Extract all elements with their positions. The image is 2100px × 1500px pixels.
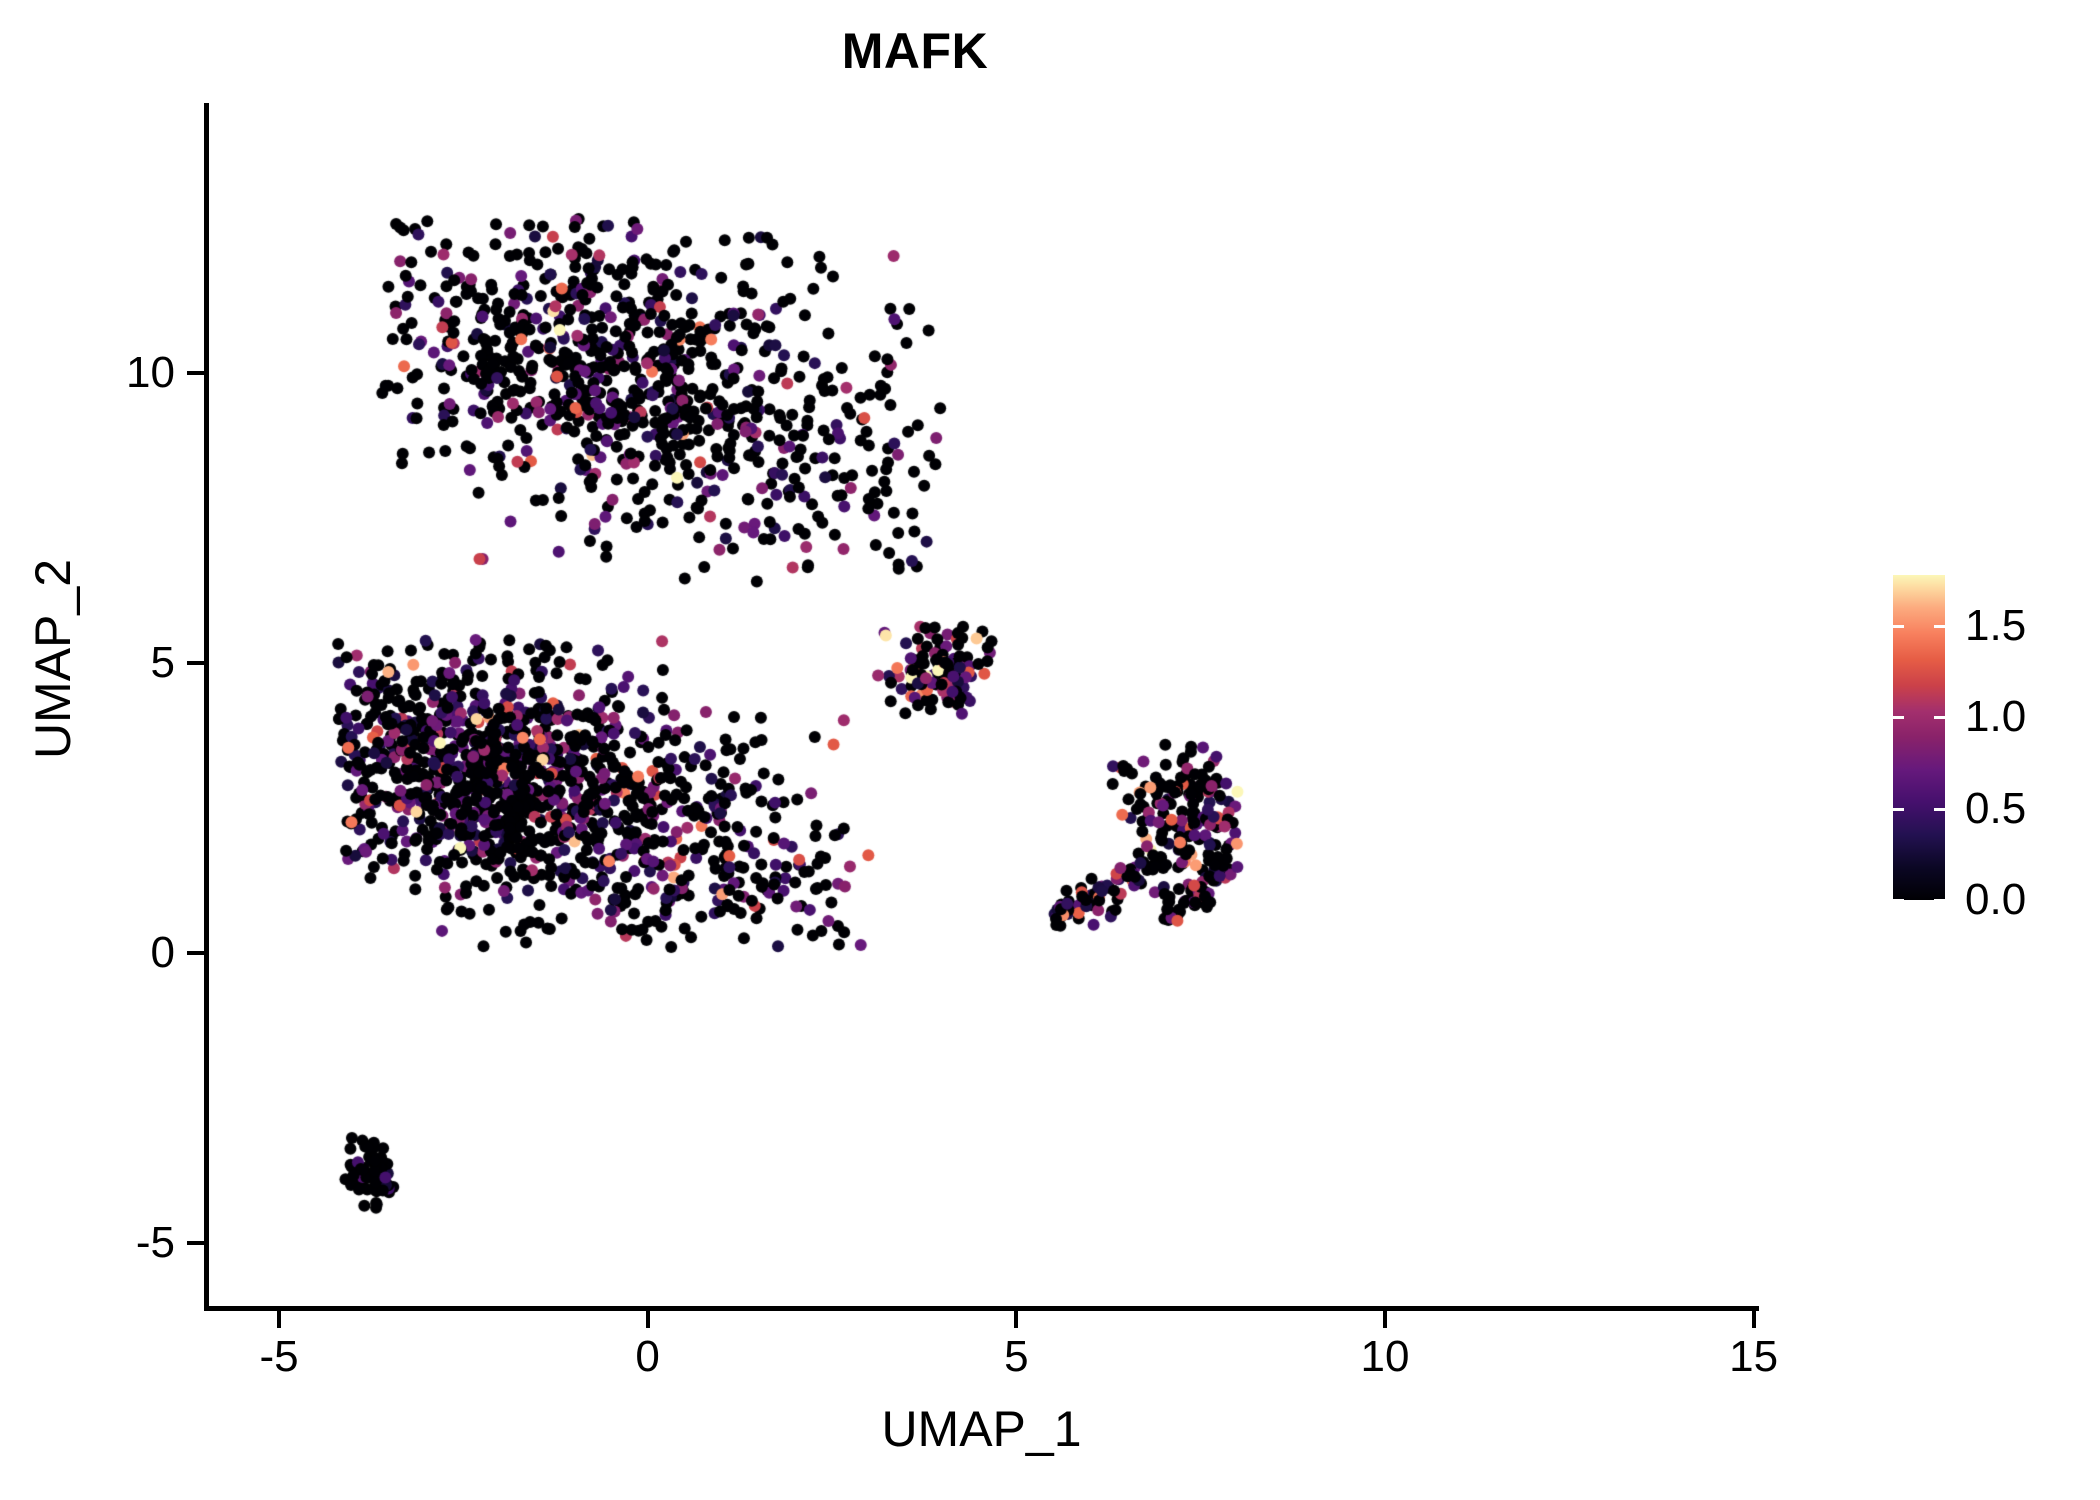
colorbar-tick-mark [1893, 716, 1904, 720]
y-tick-label: -5 [135, 1218, 175, 1267]
x-tick-mark [1383, 1311, 1387, 1328]
x-tick-label: 15 [1729, 1332, 1779, 1381]
colorbar-tick-label: 1.5 [1965, 601, 2027, 651]
x-tick-mark [1014, 1311, 1019, 1328]
colorbar-tick-mark [1893, 625, 1904, 629]
x-tick-mark [277, 1311, 281, 1328]
y-axis-line [204, 103, 209, 1311]
y-tick-mark [187, 661, 204, 665]
x-tick-label: 0 [635, 1332, 660, 1381]
colorbar-tick-mark [1893, 807, 1904, 811]
y-tick-label: 0 [150, 928, 175, 977]
y-tick-mark [187, 371, 204, 375]
colorbar-tick-mark [1934, 625, 1945, 629]
x-tick-mark [645, 1311, 650, 1328]
y-tick-mark [187, 1241, 204, 1245]
x-tick-label: 5 [1004, 1332, 1029, 1381]
x-axis-title: UMAP_1 [881, 1401, 1082, 1457]
colorbar-tick-mark [1893, 899, 1904, 902]
colorbar-legend: 0.0 0.5 1.0 1.5 [1893, 575, 2093, 924]
colorbar-tick-label: 0.0 [1965, 875, 2027, 924]
colorbar-tick-mark [1934, 807, 1945, 811]
y-tick-label: 10 [126, 348, 175, 397]
colorbar-tick-label: 1.0 [1965, 692, 2027, 742]
plot-panel [205, 103, 1365, 1308]
y-axis-title: UMAP_2 [25, 558, 81, 760]
x-tick-mark [1751, 1311, 1756, 1328]
x-tick-label: 10 [1360, 1332, 1410, 1381]
y-tick-label: 5 [150, 638, 175, 687]
y-tick-mark [187, 951, 204, 955]
x-tick-label: -5 [259, 1332, 299, 1381]
x-axis-line [204, 1306, 1759, 1311]
colorbar-tick-mark [1934, 899, 1945, 902]
page-title: MAFK [841, 23, 989, 79]
colorbar-tick-mark [1934, 716, 1945, 720]
colorbar-gradient [1893, 575, 1945, 900]
scatter-plot-canvas [205, 103, 1365, 1308]
colorbar-tick-label: 0.5 [1965, 783, 2027, 833]
